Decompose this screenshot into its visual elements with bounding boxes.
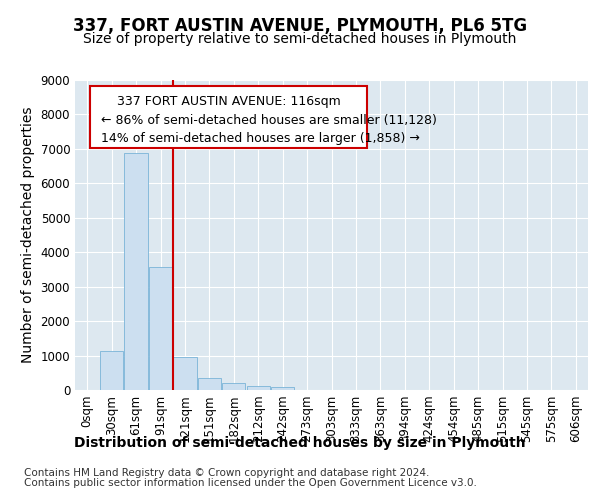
Text: Contains HM Land Registry data © Crown copyright and database right 2024.: Contains HM Land Registry data © Crown c… [24,468,430,478]
Bar [222,384,245,390]
Text: 337 FORT AUSTIN AVENUE: 116sqm: 337 FORT AUSTIN AVENUE: 116sqm [117,95,341,108]
Text: 14% of semi-detached houses are larger (1,858) →: 14% of semi-detached houses are larger (… [101,132,419,145]
Bar [173,356,197,390]
Text: Size of property relative to semi-detached houses in Plymouth: Size of property relative to semi-detach… [83,32,517,46]
Y-axis label: Number of semi-detached properties: Number of semi-detached properties [21,107,35,363]
Bar [271,387,294,390]
Text: ← 86% of semi-detached houses are smaller (11,128): ← 86% of semi-detached houses are smalle… [101,114,437,127]
Text: Distribution of semi-detached houses by size in Plymouth: Distribution of semi-detached houses by … [74,436,526,450]
Bar [100,351,123,390]
Bar [247,386,270,390]
Text: 337, FORT AUSTIN AVENUE, PLYMOUTH, PL6 5TG: 337, FORT AUSTIN AVENUE, PLYMOUTH, PL6 5… [73,18,527,36]
FancyBboxPatch shape [91,86,367,148]
Text: Contains public sector information licensed under the Open Government Licence v3: Contains public sector information licen… [24,478,477,488]
Bar [124,153,148,390]
Bar [198,378,221,390]
Bar [149,268,172,390]
